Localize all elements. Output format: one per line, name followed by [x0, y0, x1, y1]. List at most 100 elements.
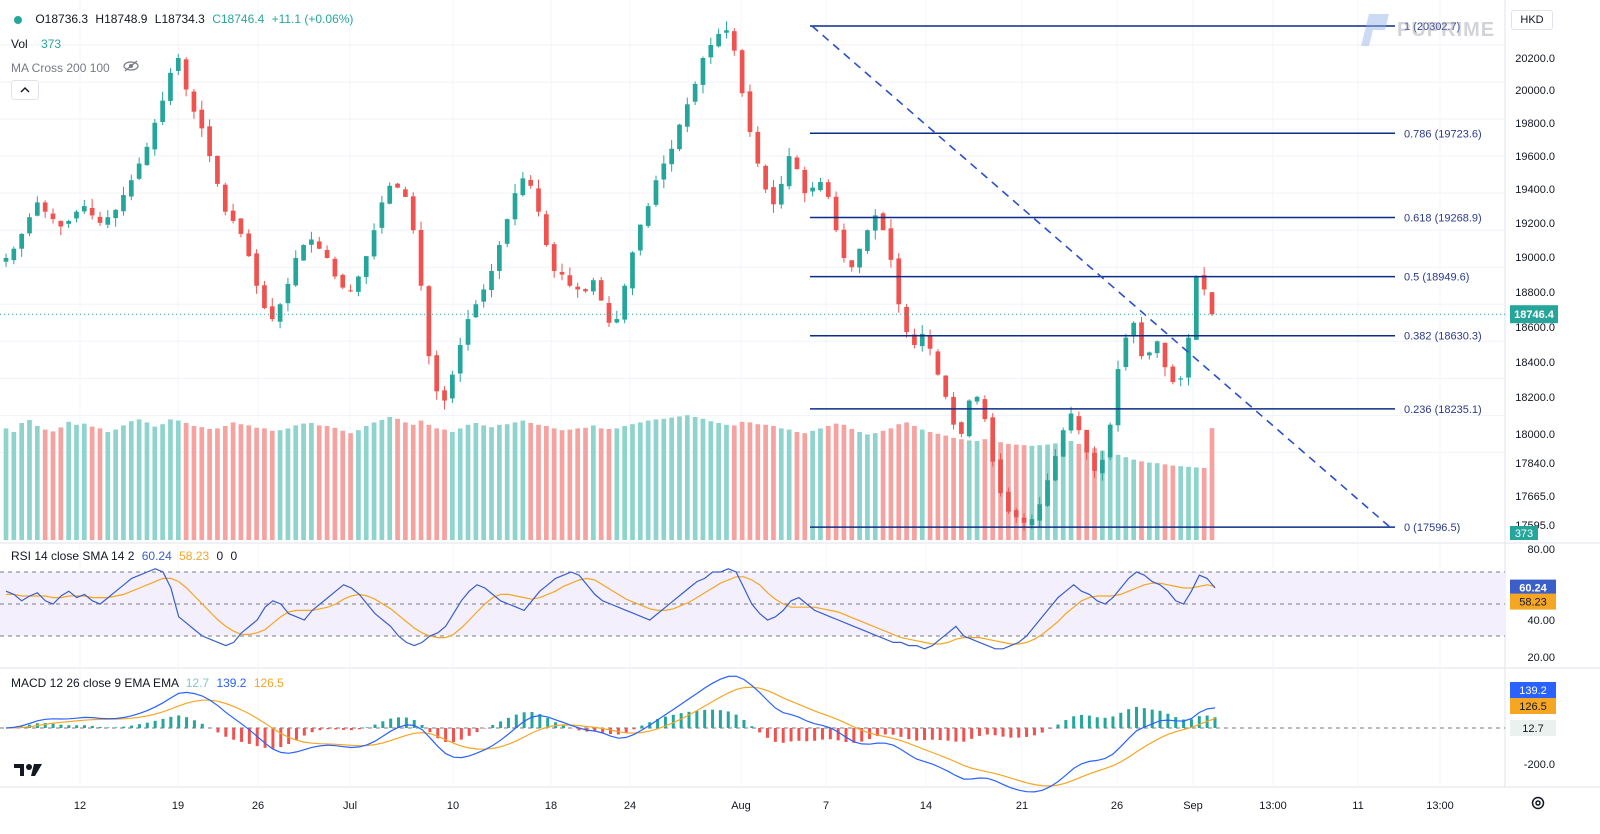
macd-hist-bar [695, 710, 699, 728]
macd-hist-bar [1134, 706, 1138, 728]
candle-body [74, 211, 79, 219]
collapse-legend-button[interactable] [11, 80, 39, 100]
volume-bar [896, 424, 902, 540]
volume-bar [230, 422, 236, 540]
candle-body [583, 289, 588, 292]
macd-hist-bar [459, 728, 463, 740]
brand-name: PUPRIME [1397, 18, 1496, 41]
macd-hist-bar [224, 728, 228, 737]
macd-hist-bar [475, 728, 479, 733]
candle-body [277, 304, 283, 322]
volume-bar [559, 430, 565, 540]
volume-bar [1100, 450, 1105, 540]
volume-bar [1092, 448, 1097, 540]
volume-bar [1178, 466, 1184, 540]
volume-bar [669, 417, 674, 540]
candle-body [645, 206, 651, 226]
macd-hist-bar [805, 728, 809, 742]
candle-body [731, 31, 737, 51]
candle-body [1193, 276, 1199, 340]
candle-body [598, 280, 604, 301]
candle-body [11, 248, 17, 261]
volume-bar [371, 422, 377, 540]
volume-bar [943, 435, 949, 540]
candle-body [951, 396, 956, 425]
candle-body [1162, 342, 1168, 368]
rsi-tag-bg [1510, 579, 1556, 596]
volume-bar [684, 415, 690, 540]
macd-hist-bar [161, 718, 165, 728]
volume-bar [982, 439, 988, 540]
volume-bar [567, 429, 573, 540]
tradingview-logo[interactable] [14, 762, 44, 783]
macd-hist-bar [860, 728, 864, 742]
candle-body [559, 272, 565, 275]
volume-bar [363, 426, 369, 540]
macd-hist-bar [632, 728, 636, 730]
macd-hist-bar [1009, 728, 1013, 738]
candle-body [567, 275, 573, 286]
candle-body [912, 334, 917, 346]
currency-button[interactable]: HKD [1511, 10, 1553, 30]
volume-bar [857, 432, 862, 540]
volume-bar [731, 425, 737, 540]
macd-hist-bar [1197, 716, 1201, 728]
rsi-sma-value: 58.23 [179, 549, 210, 563]
macd-hist-bar [923, 728, 927, 741]
price-tick-label: 19800.0 [1515, 118, 1555, 130]
macd-hist-bar [797, 728, 801, 741]
eye-hidden-icon[interactable] [123, 60, 139, 75]
volume-bar [42, 429, 48, 540]
macd-hist-bar [609, 728, 612, 735]
ohlc-change: +11.1 (+0.06%) [271, 12, 354, 26]
volume-bar [340, 430, 346, 540]
macd-hist-bar [1087, 715, 1091, 728]
rsi-value: 60.24 [141, 549, 172, 563]
fib-level-label: 0.618 (19268.9) [1404, 212, 1482, 224]
candle-body [19, 233, 25, 249]
rsi-legend: RSI 14 close SMA 14 2 60.24 58.23 0 0 [11, 549, 237, 563]
volume-bar [912, 426, 917, 540]
candle-body [238, 218, 244, 234]
candle-body [410, 196, 416, 231]
volume-bar [11, 432, 17, 540]
price-tick-label: 18600.0 [1515, 322, 1555, 334]
macd-tag-bg [1510, 698, 1556, 714]
candle-body [215, 155, 220, 184]
candle-body [747, 91, 753, 133]
candle-body [207, 126, 212, 157]
macd-hist-bar [561, 725, 565, 728]
macd-tag-bg [1510, 720, 1556, 736]
candle-body [356, 276, 361, 292]
volume-bar [1162, 464, 1168, 540]
volume-bar [254, 427, 259, 540]
time-tick-label: 10 [447, 800, 459, 812]
candle-body [183, 59, 189, 90]
candle-body [872, 215, 878, 231]
macd-hist-bar [506, 717, 510, 728]
time-tick-label: 19 [172, 800, 184, 812]
macd-hist-bar [169, 716, 173, 728]
ohlc-header: O18736.3 H18748.9 L18734.3 C18746.4 +11.… [14, 12, 357, 26]
candle-body [1107, 424, 1113, 458]
volume-tag-bg [1510, 526, 1538, 540]
macd-hist-bar [200, 723, 204, 728]
candle-body [590, 280, 596, 292]
volume-bar [497, 424, 502, 540]
rsi-tick-label: 20.00 [1527, 652, 1555, 664]
macd-hist-bar [318, 728, 322, 731]
macd-hist-bar [546, 717, 550, 728]
volume-bar [865, 434, 870, 540]
settings-gear-icon[interactable] [1530, 795, 1546, 816]
macd-hist-bar [365, 727, 369, 728]
volume-bar [215, 428, 220, 540]
rsi-tick-label: 80.00 [1527, 544, 1555, 556]
volume-bar [575, 428, 581, 540]
candle-body [222, 184, 228, 212]
candle-body [1131, 322, 1137, 336]
volume-bar [880, 430, 886, 540]
macd-hist-bar [122, 726, 126, 728]
candle-body [974, 396, 980, 402]
price-tick-label: 17840.0 [1515, 458, 1555, 470]
